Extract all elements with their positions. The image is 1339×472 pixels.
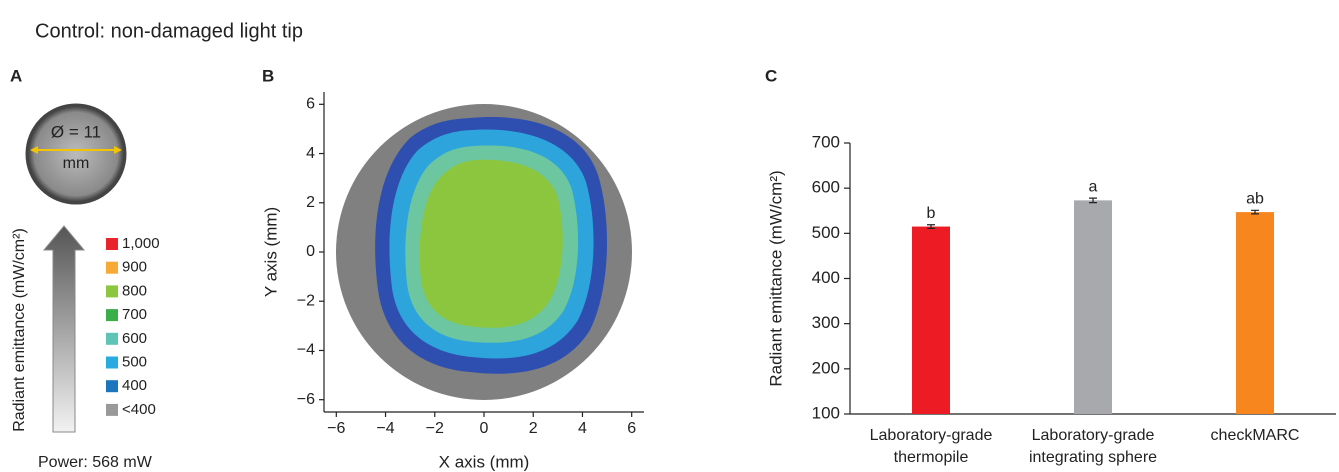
significance-label: a [1089, 178, 1098, 195]
y-tick-label: 600 [812, 178, 840, 197]
x-tick-label: −2 [426, 420, 444, 437]
y-tick-label: 100 [812, 403, 840, 422]
heatmap-axes: −6 −4 −2 0 2 4 6 −6 −4 −2 0 2 4 6 X axis (mm) Y axis (m… [261, 92, 644, 471]
error-bar [1089, 197, 1097, 204]
x-tick-label: integrating sphere [1029, 449, 1157, 466]
bar-chart: 100 200 300 400 500 600 700 Radiant emittance (… [766, 132, 1336, 466]
legend-swatch [106, 309, 118, 322]
figure-title: Control: non-damaged light tip [35, 20, 303, 42]
panel-label: C [765, 66, 777, 85]
x-tick-label: thermopile [894, 449, 969, 466]
legend: 1,000 900 800 700 600 500 400 <400 [106, 235, 160, 418]
significance-label: ab [1246, 191, 1264, 208]
error-bar [927, 224, 935, 229]
x-tick-label: Laboratory-grade [1032, 427, 1155, 444]
y-tick-label: 500 [812, 223, 840, 242]
legend-swatch [106, 238, 118, 250]
arrow-head [30, 146, 38, 154]
y-tick-label: 700 [812, 132, 840, 151]
y-axis-label: Radiant emittance (mW/cm²) [766, 170, 785, 386]
y-axis-label: Y axis (mm) [261, 207, 280, 297]
y-tick-label: −4 [297, 342, 315, 359]
y-tick-label: −2 [297, 292, 315, 309]
arrow-head [114, 146, 122, 154]
gradient-arrow [42, 225, 86, 433]
legend-label: 1,000 [122, 235, 160, 252]
bar [1074, 200, 1112, 414]
x-axis-label: X axis (mm) [439, 452, 530, 471]
y-tick-label: 200 [812, 358, 840, 377]
legend-swatch [106, 403, 118, 416]
legend-label: 800 [122, 282, 147, 299]
diameter-label: Ø = 11 [51, 122, 101, 141]
emittance-zone [419, 159, 563, 328]
legend-swatch [106, 356, 118, 369]
legend-label: 900 [122, 259, 147, 276]
legend-label: <400 [122, 401, 156, 418]
x-tick-label: checkMARC [1211, 427, 1300, 444]
legend-swatch [106, 380, 118, 393]
legend-swatch [106, 332, 118, 345]
legend-swatch [106, 261, 118, 274]
legend-label: 500 [122, 353, 147, 370]
unit-label: mm [63, 155, 90, 172]
x-tick-label: 0 [480, 420, 489, 437]
significance-label: b [927, 205, 936, 222]
error-bar [1251, 209, 1259, 215]
legend-label: 700 [122, 306, 147, 323]
x-tick-label: 4 [578, 420, 587, 437]
x-tick-label: 6 [627, 420, 636, 437]
panel-label: B [262, 66, 274, 85]
x-tick-label: 2 [529, 420, 538, 437]
legend-axis-label: Radiant emittance (mW/cm²) [11, 228, 28, 432]
x-tick-label: Laboratory-grade [870, 427, 993, 444]
bar [912, 226, 950, 414]
legend-label: 600 [122, 330, 147, 347]
y-tick-label: 0 [306, 243, 315, 260]
y-tick-label: 4 [306, 145, 315, 162]
legend-label: 400 [122, 377, 147, 394]
light-tip-photo [25, 103, 127, 205]
y-tick-label: 400 [812, 268, 840, 287]
panel-label: A [10, 66, 22, 85]
y-tick-label: 6 [306, 96, 315, 113]
y-tick-label: 300 [812, 313, 840, 332]
y-tick-label: 2 [306, 194, 315, 211]
power-label: Power: 568 mW [38, 454, 153, 471]
x-tick-label: −4 [376, 420, 394, 437]
legend-swatch [106, 285, 118, 298]
y-tick-label: −6 [297, 391, 315, 408]
bar [1236, 212, 1274, 414]
x-tick-label: −6 [327, 420, 345, 437]
